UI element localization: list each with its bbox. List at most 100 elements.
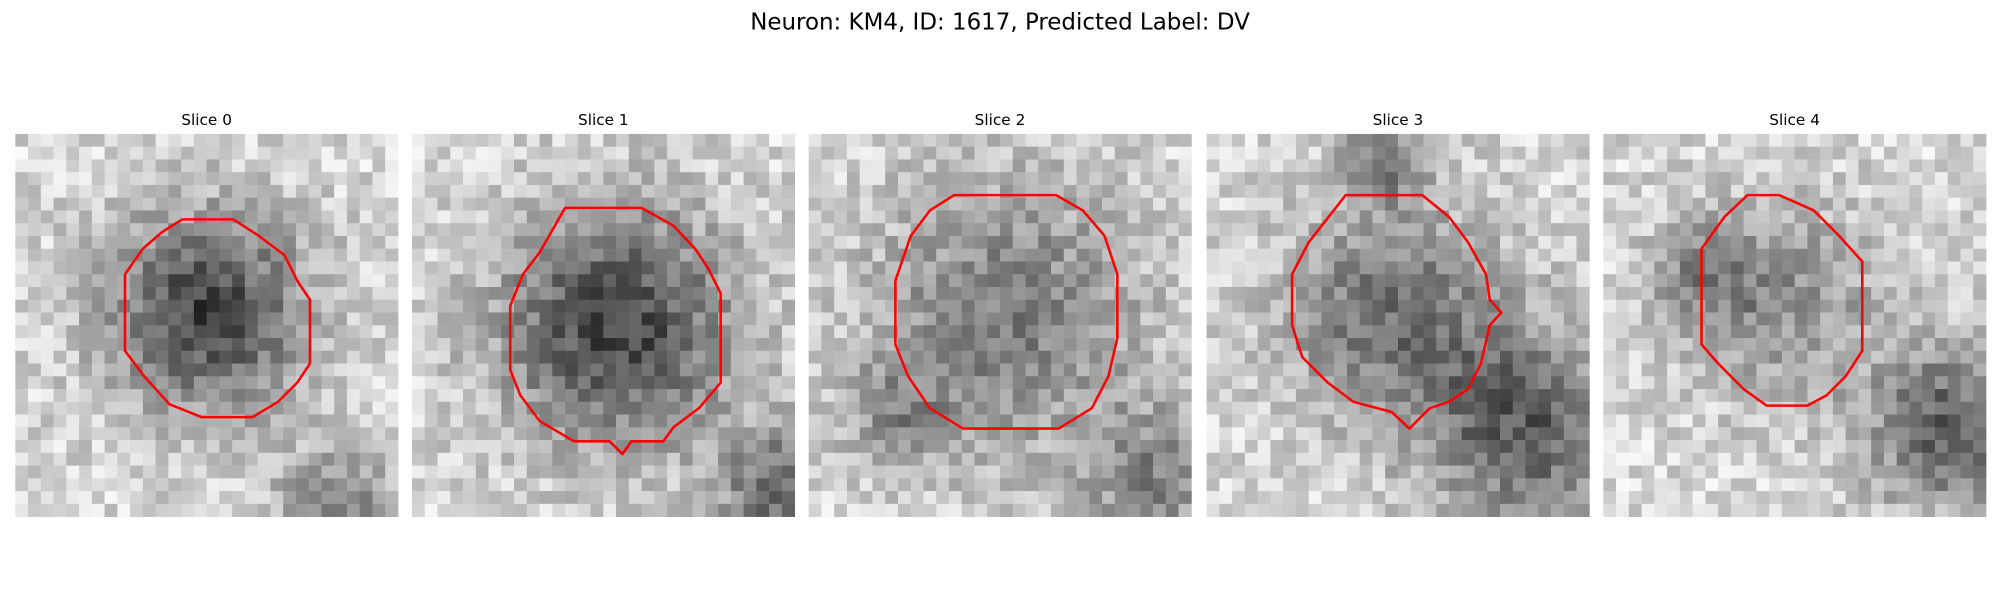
pixel [628,465,642,479]
pixel [808,465,822,479]
pixel [1616,338,1630,352]
pixel [1525,235,1539,250]
pixel [948,197,963,211]
pixel [1718,299,1732,313]
pixel [244,376,259,390]
pixel [641,235,655,250]
pixel [104,465,118,479]
pixel [1794,363,1808,377]
pixel [1283,312,1297,326]
pixel [514,325,528,339]
pixel [1321,261,1335,275]
pixel [1257,210,1271,224]
pixel [168,491,182,505]
pixel [295,172,310,186]
pixel [1178,197,1192,211]
pixel [565,478,579,492]
pixel [437,223,451,237]
pixel [1679,389,1693,403]
pixel [1089,286,1103,301]
pixel [1474,452,1488,466]
pixel [577,248,591,262]
pixel [1153,491,1167,505]
pixel [974,503,988,517]
pixel [565,389,579,403]
pixel [872,363,886,377]
pixel [53,312,67,326]
pixel [321,325,335,339]
pixel [1127,146,1141,160]
pixel [565,133,579,148]
pixel [501,184,515,199]
pixel [1807,338,1821,352]
pixel [872,210,886,224]
pixel [1692,465,1706,479]
pixel [501,389,515,403]
pixel [1858,197,1872,211]
pixel [1883,427,1898,441]
pixel [577,452,591,466]
pixel [1679,133,1693,148]
pixel [257,491,271,505]
pixel [1769,312,1783,326]
pixel [846,363,861,377]
pixel [1140,184,1154,199]
pixel [1934,299,1949,313]
pixel [1960,503,1974,517]
pixel [104,133,118,148]
pixel [1000,312,1014,326]
pixel [1372,389,1386,403]
pixel [181,223,195,237]
pixel [1845,338,1859,352]
pixel [1973,248,1987,262]
pixel [1153,414,1167,428]
pixel [411,338,426,352]
pixel [91,350,105,364]
pixel [1909,286,1923,301]
pixel [1705,325,1719,339]
pixel [974,197,988,211]
pixel [718,261,732,275]
pixel [1883,274,1898,288]
pixel [1973,440,1987,454]
pixel [1012,325,1026,339]
pixel [308,235,322,250]
pixel [1807,452,1821,466]
pixel [1321,146,1335,160]
pixel [1308,414,1322,428]
pixel [1089,159,1103,173]
pixel [53,248,67,262]
pixel [1551,299,1565,313]
pixel [257,363,271,377]
pixel [1871,440,1885,454]
pixel [91,133,105,148]
pixel [1692,312,1706,326]
pixel [1076,376,1090,390]
pixel [1858,210,1872,224]
pixel [40,312,54,326]
pixel [1858,427,1872,441]
pixel [450,146,464,160]
pixel [308,440,322,454]
pixel [616,491,630,505]
pixel [1832,401,1847,415]
pixel [872,338,886,352]
pixel [1127,440,1141,454]
pixel [1538,363,1552,377]
pixel [1448,197,1463,211]
pixel [295,248,310,262]
pixel [603,159,617,173]
pixel [1616,133,1630,148]
pixel [1730,286,1745,301]
pixel [628,223,642,237]
pixel [974,414,988,428]
pixel [155,172,169,186]
pixel [743,312,757,326]
pixel [359,274,373,288]
pixel [885,184,899,199]
pixel [910,197,924,211]
pixel [1346,223,1361,237]
pixel [1436,248,1450,262]
pixel [1794,286,1808,301]
pixel [679,325,693,339]
